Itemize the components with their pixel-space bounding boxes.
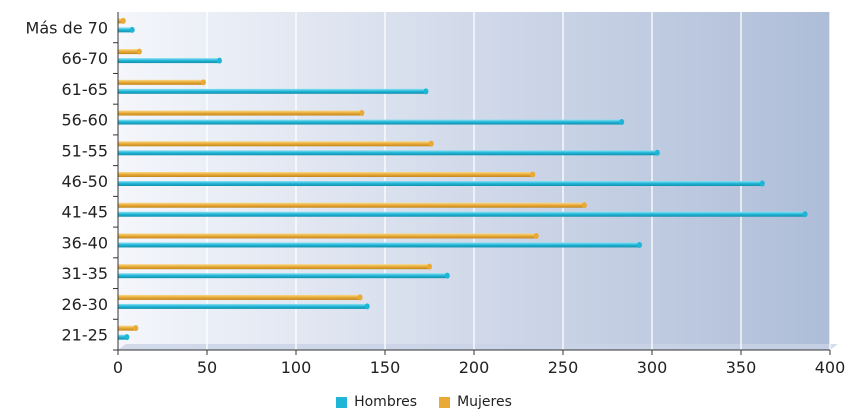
legend-swatch-mujeres bbox=[439, 396, 451, 408]
y-tick-label: 26-30 bbox=[62, 295, 109, 314]
x-tick-label: 250 bbox=[548, 358, 579, 377]
bar-cap bbox=[654, 149, 660, 156]
bar-cap bbox=[759, 180, 765, 187]
bar bbox=[118, 27, 133, 33]
bar bbox=[118, 119, 622, 125]
legend-item-mujeres: Mujeres bbox=[439, 394, 512, 410]
bar bbox=[118, 294, 361, 300]
y-tick-label: 56-60 bbox=[62, 111, 109, 130]
bar-cap bbox=[423, 88, 429, 95]
bar-cap bbox=[619, 119, 625, 126]
bar-cap bbox=[200, 79, 206, 86]
legend-swatch-hombres bbox=[336, 396, 348, 408]
bar-cap bbox=[216, 57, 222, 64]
bar-cap bbox=[136, 48, 142, 55]
bar bbox=[118, 202, 585, 208]
y-tick-label: 21-25 bbox=[62, 326, 109, 345]
bar bbox=[118, 211, 806, 217]
bar bbox=[118, 88, 426, 94]
bar bbox=[118, 79, 204, 85]
bar bbox=[118, 273, 448, 279]
x-tick-label: 200 bbox=[459, 358, 490, 377]
bar-cap bbox=[802, 211, 808, 218]
legend: Hombres Mujeres bbox=[0, 394, 848, 410]
bar bbox=[118, 110, 362, 116]
bar bbox=[118, 325, 136, 331]
x-tick-label: 150 bbox=[370, 358, 401, 377]
bar-cap bbox=[120, 17, 126, 24]
bars bbox=[118, 17, 808, 341]
bar-cap bbox=[357, 294, 363, 301]
bar-cap bbox=[359, 110, 365, 117]
bar bbox=[118, 150, 658, 156]
x-tick-label: 350 bbox=[726, 358, 757, 377]
y-tick-label: 41-45 bbox=[62, 203, 109, 222]
x-tick-label: 0 bbox=[113, 358, 123, 377]
legend-label-mujeres: Mujeres bbox=[457, 394, 512, 410]
bar bbox=[118, 58, 220, 64]
bar-chart: 0 50 100 150 200 250 300 350 400 21-25 26-30 31-35… bbox=[26, 12, 845, 377]
bar bbox=[118, 18, 124, 24]
bar bbox=[118, 49, 140, 55]
bar bbox=[118, 181, 763, 186]
bar bbox=[118, 334, 127, 340]
y-tick-label: 36-40 bbox=[62, 233, 109, 252]
bar bbox=[118, 264, 430, 270]
y-tick-label: 46-50 bbox=[62, 172, 109, 191]
bar-cap bbox=[129, 26, 135, 33]
legend-item-hombres: Hombres bbox=[336, 394, 417, 410]
bar-cap bbox=[428, 140, 434, 147]
x-tick-label: 100 bbox=[281, 358, 312, 377]
bar bbox=[118, 242, 640, 248]
y-tick-labels: 21-25 26-30 31-35 36-40 41-45 46-50 51-55 56-60… bbox=[26, 18, 108, 344]
y-tick-label: 31-35 bbox=[62, 264, 109, 283]
y-tick-label: 61-65 bbox=[62, 80, 109, 99]
y-tick-label: 66-70 bbox=[62, 49, 109, 68]
bar-cap bbox=[427, 263, 432, 270]
x-tick-label: 400 bbox=[815, 358, 846, 377]
x-tick-labels: 0 50 100 150 200 250 300 350 400 bbox=[113, 358, 845, 377]
bar-cap bbox=[637, 241, 643, 248]
bar-cap bbox=[530, 171, 536, 178]
bar bbox=[118, 303, 368, 309]
bar-cap bbox=[364, 303, 370, 310]
bar bbox=[118, 172, 533, 177]
bar-cap bbox=[124, 334, 130, 341]
bar bbox=[118, 233, 537, 239]
bar-cap bbox=[533, 232, 539, 239]
x-tick-label: 50 bbox=[197, 358, 217, 377]
bar-cap bbox=[133, 325, 139, 332]
y-tick-label: 51-55 bbox=[62, 141, 109, 160]
plot-floor bbox=[118, 344, 838, 350]
bar bbox=[118, 141, 432, 147]
x-tick-label: 300 bbox=[637, 358, 668, 377]
bar-cap bbox=[444, 272, 450, 279]
bar-cap bbox=[581, 202, 587, 209]
legend-label-hombres: Hombres bbox=[354, 394, 418, 410]
axes bbox=[113, 12, 831, 355]
y-tick-label: Más de 70 bbox=[26, 18, 108, 37]
